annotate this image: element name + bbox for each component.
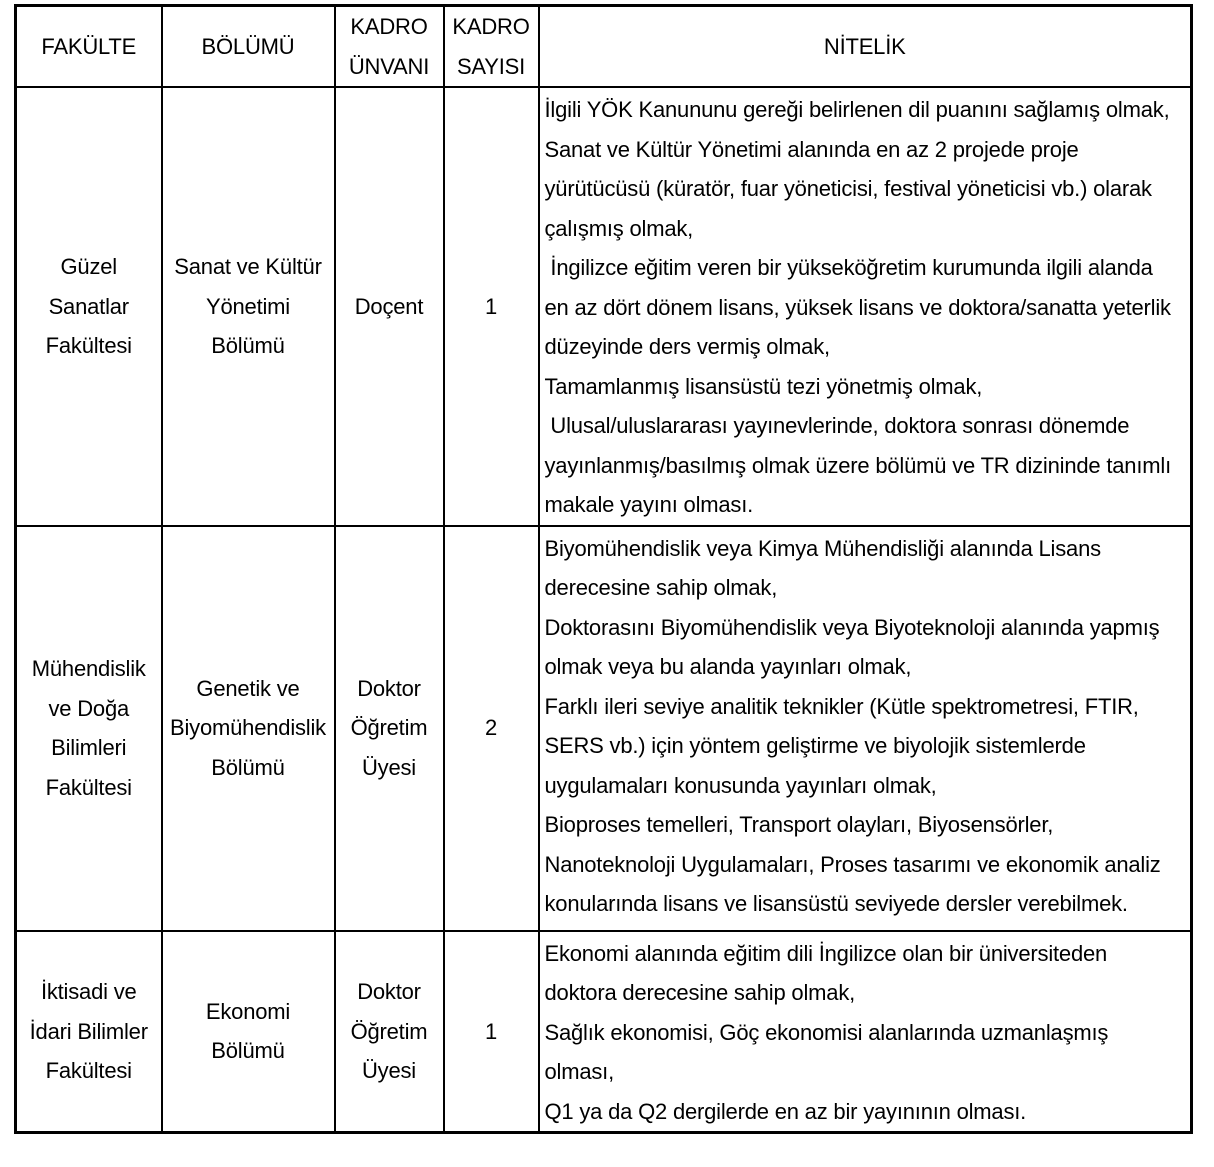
cell-kadro-unvani: Doktor Öğretim Üyesi — [333, 929, 445, 1134]
cell-kadro-unvani: Doktor Öğretim Üyesi — [333, 524, 445, 932]
header-cell-kadro-unvani: KADRO ÜNVANI — [333, 4, 445, 88]
cell-kadro-unvani: Doçent — [333, 86, 445, 527]
header-cell-fakulte: FAKÜLTE — [14, 4, 163, 88]
cell-kadro-sayisi: 2 — [442, 524, 540, 932]
academic-positions-table: FAKÜLTE BÖLÜMÜ KADRO ÜNVANI KADRO SAYISI… — [14, 4, 1193, 1134]
table-row: Mühendislik ve Doğa Bilimleri Fakültesi … — [14, 524, 1193, 932]
cell-bolumu: Genetik ve Biyomühendislik Bölümü — [160, 524, 336, 932]
header-cell-bolumu: BÖLÜMÜ — [160, 4, 336, 88]
cell-fakulte: Güzel Sanatlar Fakültesi — [14, 86, 163, 527]
table-row: Güzel Sanatlar Fakültesi Sanat ve Kültür… — [14, 86, 1193, 527]
cell-nitelik: Ekonomi alanında eğitim dili İngilizce o… — [537, 929, 1193, 1134]
header-row: FAKÜLTE BÖLÜMÜ KADRO ÜNVANI KADRO SAYISI… — [14, 4, 1193, 88]
cell-fakulte: Mühendislik ve Doğa Bilimleri Fakültesi — [14, 524, 163, 932]
table-row: İktisadi ve İdari Bilimler Fakültesi Eko… — [14, 929, 1193, 1134]
cell-kadro-sayisi: 1 — [442, 929, 540, 1134]
cell-bolumu: Ekonomi Bölümü — [160, 929, 336, 1134]
cell-fakulte: İktisadi ve İdari Bilimler Fakültesi — [14, 929, 163, 1134]
cell-bolumu: Sanat ve Kültür Yönetimi Bölümü — [160, 86, 336, 527]
header-cell-nitelik: NİTELİK — [537, 4, 1193, 88]
header-cell-kadro-sayisi: KADRO SAYISI — [442, 4, 540, 88]
cell-nitelik: Biyomühendislik veya Kimya Mühendisliği … — [537, 524, 1193, 932]
cell-kadro-sayisi: 1 — [442, 86, 540, 527]
cell-nitelik: İlgili YÖK Kanununu gereği belirlenen di… — [537, 86, 1193, 527]
